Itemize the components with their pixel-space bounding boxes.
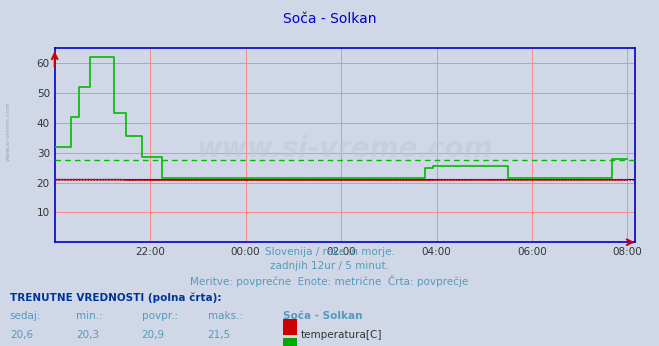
- Text: www.si-vreme.com: www.si-vreme.com: [5, 102, 11, 161]
- Text: sedaj:: sedaj:: [10, 311, 42, 321]
- Text: 20,3: 20,3: [76, 330, 99, 340]
- Text: Soča - Solkan: Soča - Solkan: [283, 12, 376, 26]
- Text: 21,5: 21,5: [208, 330, 231, 340]
- Text: Meritve: povprečne  Enote: metrične  Črta: povprečje: Meritve: povprečne Enote: metrične Črta:…: [190, 275, 469, 287]
- Text: 20,9: 20,9: [142, 330, 165, 340]
- Text: povpr.:: povpr.:: [142, 311, 178, 321]
- Text: www.si-vreme.com: www.si-vreme.com: [196, 135, 493, 163]
- Text: zadnjih 12ur / 5 minut.: zadnjih 12ur / 5 minut.: [270, 261, 389, 271]
- Text: maks.:: maks.:: [208, 311, 243, 321]
- Text: Slovenija / reke in morje.: Slovenija / reke in morje.: [264, 247, 395, 257]
- Text: Soča - Solkan: Soča - Solkan: [283, 311, 363, 321]
- Text: min.:: min.:: [76, 311, 103, 321]
- Text: TRENUTNE VREDNOSTI (polna črta):: TRENUTNE VREDNOSTI (polna črta):: [10, 292, 221, 303]
- Text: temperatura[C]: temperatura[C]: [301, 330, 383, 340]
- Text: 20,6: 20,6: [10, 330, 33, 340]
